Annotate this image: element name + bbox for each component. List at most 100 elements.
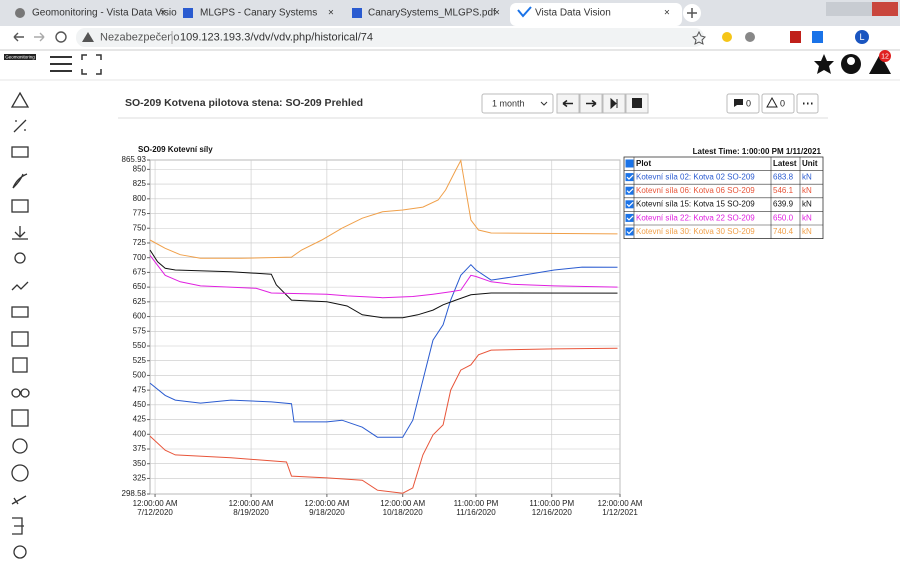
series-line xyxy=(149,158,618,259)
y-tick-label: 850 xyxy=(133,164,147,173)
y-tick-label: 675 xyxy=(133,268,147,277)
nav-icon[interactable] xyxy=(11,306,29,318)
extension[interactable] xyxy=(722,32,732,42)
legend-name[interactable]: Kotevní síla 02: Kotva 02 SO-209 xyxy=(636,173,755,182)
logo: Geomonitoring xyxy=(5,55,35,60)
y-tick-label: 650 xyxy=(133,282,147,291)
legend-checkbox[interactable] xyxy=(625,227,634,236)
extension[interactable] xyxy=(790,31,801,43)
legend-checkbox[interactable] xyxy=(625,213,634,222)
tab-icon xyxy=(15,8,25,18)
legend-name[interactable]: Kotevní síla 22: Kotva 22 SO-209 xyxy=(636,213,755,222)
legend-name[interactable]: Kotevní síla 15: Kotva 15 SO-209 xyxy=(636,200,755,209)
tab-title[interactable]: MLGPS - Canary Systems xyxy=(200,8,317,19)
last-icon xyxy=(610,97,618,110)
y-tick-label: 800 xyxy=(133,194,147,203)
x-tick-label: 11:00:00 PM 11/16/2020 xyxy=(454,499,499,517)
tab-close[interactable]: × xyxy=(160,8,166,19)
nav-icon[interactable] xyxy=(11,388,21,398)
nav-icon[interactable] xyxy=(12,173,28,189)
nav-icon[interactable] xyxy=(11,495,27,505)
nav-icon[interactable] xyxy=(12,517,24,535)
close-window[interactable] xyxy=(872,2,898,16)
nav-icon[interactable] xyxy=(11,331,29,347)
legend-checkbox[interactable] xyxy=(625,186,634,195)
prev-icon xyxy=(562,99,573,108)
new-tab-icon xyxy=(687,8,697,18)
range-select[interactable] xyxy=(481,93,554,114)
y-tick-label: 525 xyxy=(133,356,147,365)
plot: 298.58 325 350 375 400 425 450 475 500 525 550 575 6… xyxy=(122,155,643,517)
legend-check xyxy=(626,215,634,221)
nav-icon[interactable] xyxy=(14,252,26,264)
y-tick-label: 350 xyxy=(133,459,147,468)
nav-icon[interactable] xyxy=(13,545,27,559)
x-tick-label: 12:00:00 AM 7/12/2020 xyxy=(133,499,178,517)
nav-icon[interactable] xyxy=(11,409,29,427)
legend-name[interactable]: Kotevní síla 30: Kotva 30 SO-209 xyxy=(636,227,755,236)
omnibox[interactable] xyxy=(76,28,704,47)
forward[interactable] xyxy=(34,32,45,42)
series-line xyxy=(149,263,618,438)
legend-check xyxy=(626,174,634,180)
extension[interactable] xyxy=(812,31,823,43)
nav-icon[interactable] xyxy=(20,388,30,398)
legend-check xyxy=(626,201,634,208)
legend-checkbox[interactable] xyxy=(625,200,634,209)
legend-checkbox[interactable] xyxy=(625,173,634,182)
legend-header: Unit xyxy=(802,159,818,168)
tab-close[interactable]: × xyxy=(328,8,334,19)
legend-unit: kN xyxy=(802,173,812,182)
nav-icon[interactable] xyxy=(11,281,29,291)
profile[interactable] xyxy=(855,30,869,44)
nav-icon[interactable] xyxy=(12,226,28,240)
series-line xyxy=(149,347,618,494)
next-icon xyxy=(586,99,597,108)
fullscreen[interactable] xyxy=(81,54,102,75)
nav-icon[interactable] xyxy=(11,199,29,213)
y-tick-label: 450 xyxy=(133,400,147,409)
reload[interactable] xyxy=(55,31,67,43)
legend-checkbox[interactable] xyxy=(625,159,634,168)
y-tick-label: 325 xyxy=(133,474,147,483)
badge-count: 12 xyxy=(881,53,889,60)
nav-icon[interactable] xyxy=(12,357,28,373)
y-tick-label: 375 xyxy=(133,444,147,453)
nav-icon[interactable] xyxy=(11,146,29,158)
nav-icon[interactable] xyxy=(10,91,30,108)
nav-icon[interactable] xyxy=(13,119,27,133)
y-tick-label: 500 xyxy=(133,371,147,380)
y-tick-label: 775 xyxy=(133,209,147,218)
extension[interactable] xyxy=(745,32,755,42)
bookmark[interactable] xyxy=(692,30,706,45)
tab-close[interactable]: × xyxy=(494,8,500,19)
alerts[interactable] xyxy=(869,54,891,74)
nav-icon[interactable] xyxy=(12,438,28,454)
tab-strip xyxy=(0,0,900,26)
latest-time: Latest Time: 1:00:00 PM 1/11/2021 xyxy=(693,147,822,156)
chart-title: SO-209 Kotevní síly xyxy=(138,145,213,154)
minimize[interactable] xyxy=(826,2,850,16)
tab-close[interactable]: × xyxy=(664,8,670,19)
alarms-button[interactable] xyxy=(761,93,795,114)
legend-latest: 683.8 xyxy=(773,173,794,182)
favorites[interactable] xyxy=(814,54,834,74)
comments-count: 0 xyxy=(746,98,751,108)
warning-icon xyxy=(82,32,94,42)
menu[interactable] xyxy=(50,56,72,72)
back[interactable] xyxy=(13,32,24,42)
tab-title[interactable]: Vista Data Vision xyxy=(535,8,611,19)
nav-icon[interactable] xyxy=(11,464,29,482)
active-tab[interactable] xyxy=(510,3,682,26)
x-tick-label: 12:00:00 AM 9/18/2020 xyxy=(304,499,349,517)
legend-header: Plot xyxy=(636,159,651,168)
maximize[interactable] xyxy=(850,2,872,16)
tab-title[interactable]: Geomonitoring - Vista Data Visio xyxy=(32,8,177,19)
y-tick-label: 575 xyxy=(133,326,147,335)
tab-title[interactable]: CanarySystems_MLGPS.pdf xyxy=(368,8,496,19)
legend-latest: 740.4 xyxy=(773,227,794,236)
legend-name[interactable]: Kotevní síla 06: Kotva 06 SO-209 xyxy=(636,186,755,195)
legend-check xyxy=(626,188,634,194)
url[interactable]: 109.123.193.3/vdv/vdv.php/historical/74 xyxy=(180,31,373,43)
